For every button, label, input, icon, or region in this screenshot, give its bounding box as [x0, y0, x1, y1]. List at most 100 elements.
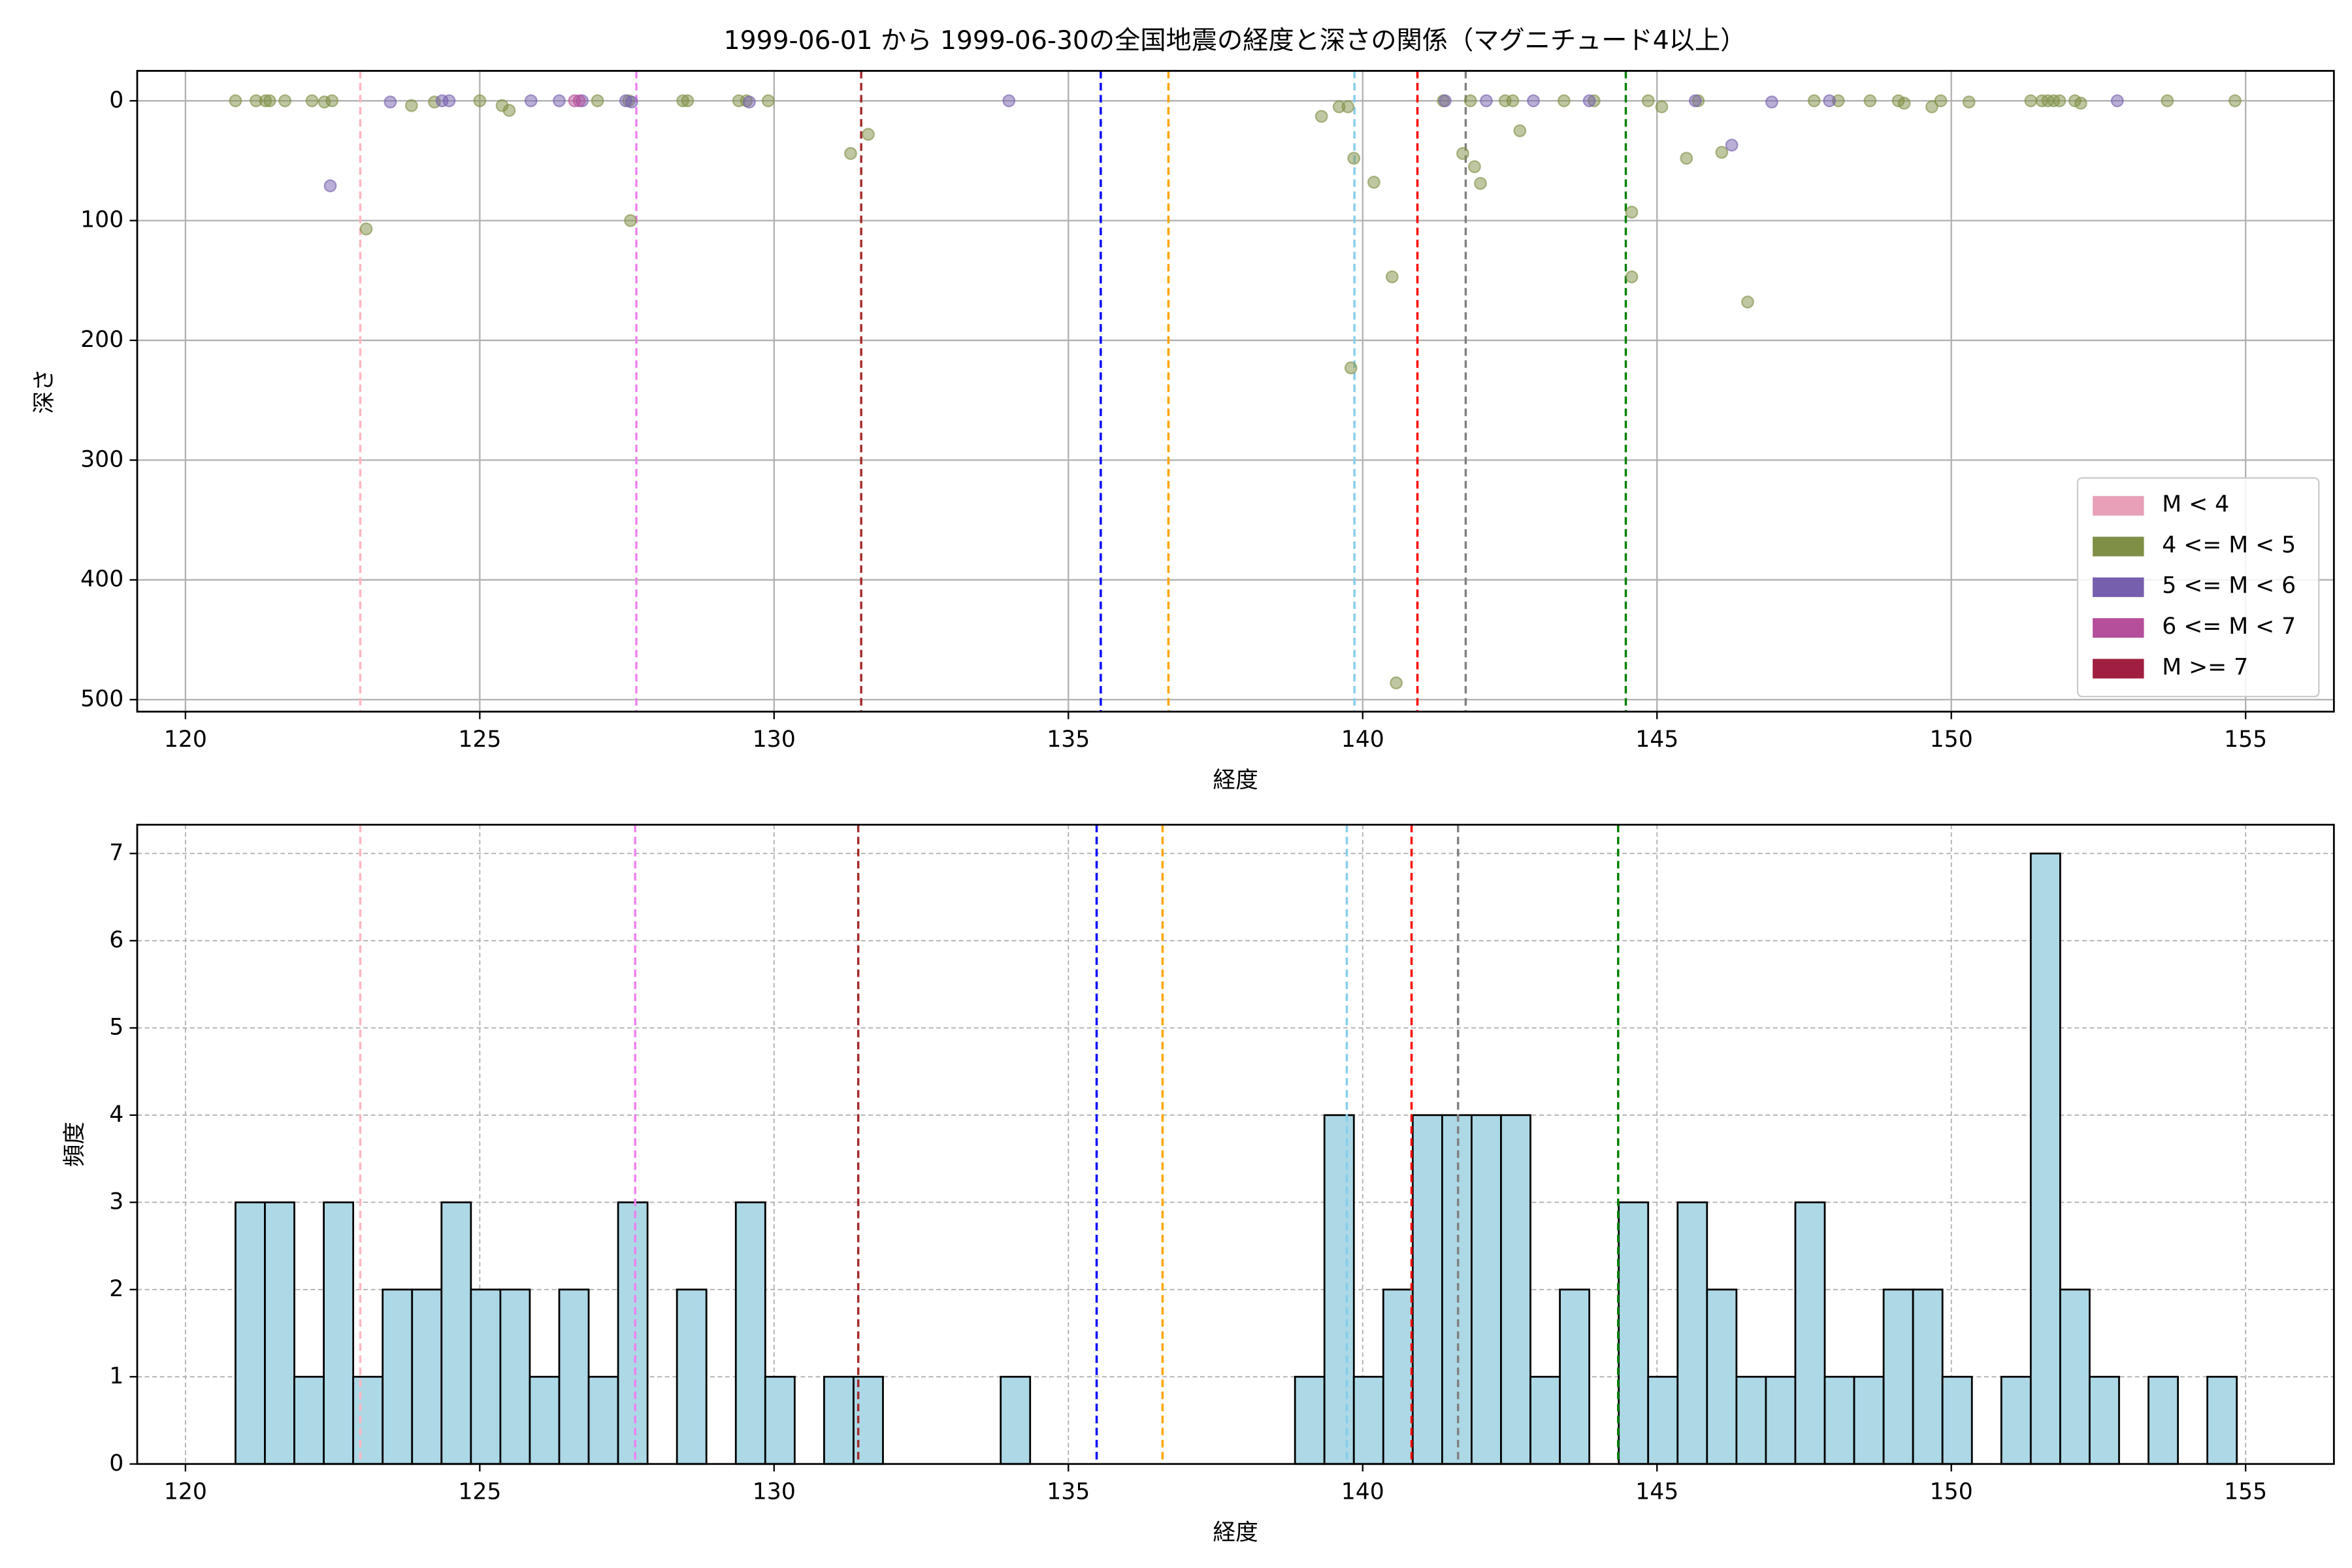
x-tick-label: 155: [2224, 727, 2267, 753]
x-tick-label: 150: [1930, 727, 1973, 753]
scatter-point: [1557, 94, 1571, 108]
legend-label: 6 <= M < 7: [2162, 613, 2296, 640]
scatter-point: [325, 94, 339, 108]
y-tick-label: 0: [109, 1450, 123, 1477]
x-tick-label: 135: [1047, 727, 1090, 753]
scatter-point: [1934, 94, 1948, 108]
y-tick-label: 2: [109, 1276, 123, 1302]
histogram-bar: [529, 1375, 561, 1465]
scatter-point: [2053, 94, 2066, 108]
y-tick-label: 3: [109, 1188, 123, 1215]
histogram-bar: [2000, 1375, 2032, 1465]
scatter-point: [1680, 152, 1693, 165]
scatter-point: [844, 147, 857, 160]
x-tick-label: 135: [1047, 1479, 1090, 1505]
scatter-point: [862, 127, 875, 141]
scatter-point: [229, 94, 242, 108]
x-axis-label: 経度: [1213, 767, 1258, 793]
histogram-bar: [382, 1288, 414, 1465]
scatter-point: [1925, 100, 1938, 114]
histogram-bar: [1323, 1114, 1355, 1465]
histogram-bar: [440, 1201, 472, 1465]
scatter-point: [502, 104, 516, 117]
x-tick-label: 140: [1341, 1479, 1384, 1505]
scatter-point: [1506, 94, 1520, 108]
histogram-bar: [1941, 1375, 1973, 1465]
histogram-bar: [1735, 1375, 1767, 1465]
legend-swatch: [2093, 536, 2144, 557]
histogram-bar: [1706, 1288, 1738, 1465]
scatter-point: [1347, 152, 1361, 165]
y-axis-label: 深さ: [31, 368, 57, 414]
scatter-point: [1474, 176, 1487, 190]
histogram-bar: [1853, 1375, 1885, 1465]
x-tick-label: 150: [1930, 1479, 1973, 1505]
legend-label: 5 <= M < 6: [2162, 573, 2296, 599]
plot-frame: [136, 70, 2335, 713]
histogram-bar: [499, 1288, 531, 1465]
histogram-bar: [1647, 1375, 1679, 1465]
scatter-point: [473, 94, 487, 108]
legend-label: M < 4: [2162, 491, 2229, 517]
scatter-point: [2161, 94, 2174, 108]
scatter-point: [1863, 94, 1877, 108]
scatter-point: [1344, 361, 1358, 375]
y-tick-label: 7: [109, 840, 123, 866]
y-tick-label: 4: [109, 1102, 123, 1128]
scatter-point: [1715, 146, 1729, 159]
histogram-bar: [2029, 852, 2061, 1465]
y-tick-label: 5: [109, 1014, 123, 1040]
scatter-point: [1807, 94, 1821, 108]
scatter-point: [1385, 270, 1399, 284]
y-tick-label: 300: [80, 446, 123, 472]
histogram-bar: [235, 1201, 266, 1465]
scatter-point: [1688, 94, 1702, 108]
scatter-point: [1315, 110, 1328, 123]
scatter-point: [1456, 147, 1469, 160]
x-tick-label: 130: [753, 727, 796, 753]
scatter-point: [1463, 94, 1477, 108]
histogram-bar: [2089, 1375, 2120, 1465]
histogram-bar: [823, 1375, 855, 1465]
histogram-bar: [1000, 1375, 1032, 1465]
histogram-bar: [2206, 1375, 2238, 1465]
histogram-bar: [1382, 1288, 1414, 1465]
scatter-point: [1367, 176, 1380, 189]
histogram-bar: [734, 1201, 766, 1465]
scatter-point: [1513, 124, 1527, 138]
scatter-point: [761, 94, 775, 108]
y-tick-label: 6: [109, 927, 123, 953]
legend-swatch: [2093, 496, 2144, 516]
histogram-bar: [1500, 1114, 1531, 1465]
histogram-bar: [411, 1288, 443, 1465]
y-tick-label: 0: [109, 87, 123, 113]
scatter-point: [278, 94, 292, 108]
histogram-bar: [676, 1288, 708, 1465]
scatter-point: [2110, 94, 2124, 108]
histogram-bar: [293, 1375, 325, 1465]
scatter-point: [1468, 160, 1481, 174]
histogram-bar: [264, 1201, 295, 1465]
histogram-bar: [1794, 1201, 1826, 1465]
scatter-point: [1390, 676, 1403, 690]
histogram-bar: [1765, 1375, 1797, 1465]
x-tick-label: 145: [1635, 1479, 1678, 1505]
histogram-bar: [617, 1201, 649, 1465]
histogram-bar: [1441, 1114, 1473, 1465]
histogram-bar: [558, 1288, 590, 1465]
histogram-bar: [764, 1375, 796, 1465]
scatter-point: [1741, 295, 1754, 309]
scatter-point: [572, 94, 586, 108]
scatter-point: [624, 214, 637, 227]
scatter-point: [1625, 205, 1639, 219]
y-tick-label: 100: [80, 207, 123, 233]
scatter-point: [359, 222, 373, 236]
scatter-point: [1438, 94, 1452, 108]
histogram-bar: [1882, 1288, 1914, 1465]
legend-swatch: [2093, 577, 2144, 597]
scatter-point: [553, 94, 566, 108]
scatter-point: [2229, 94, 2242, 108]
y-tick-label: 200: [80, 327, 123, 353]
